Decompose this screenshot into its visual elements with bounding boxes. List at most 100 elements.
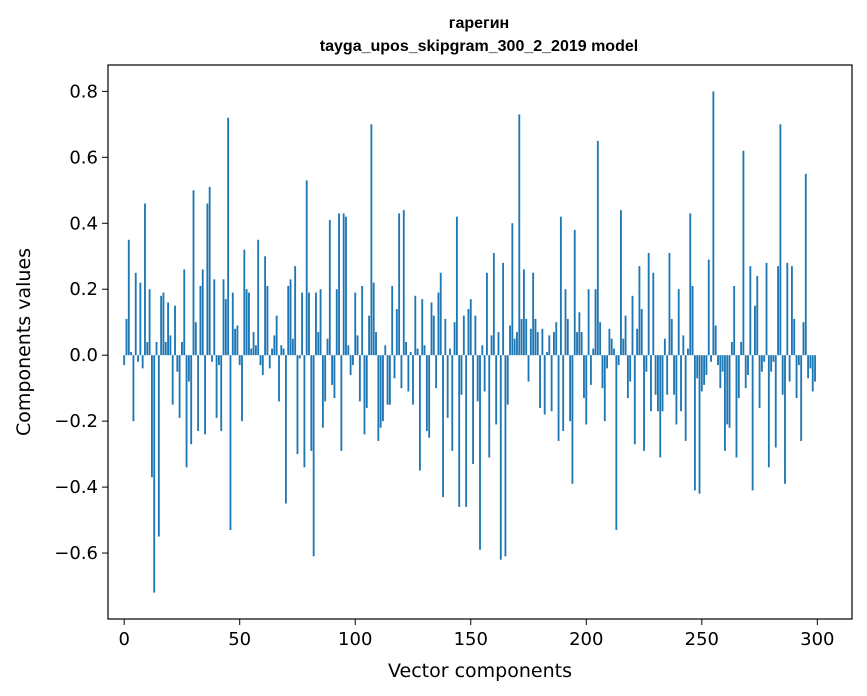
bar [194,322,197,356]
bar [610,338,613,356]
bar [421,299,424,356]
bar [252,332,255,356]
bar [243,249,246,356]
bar [197,355,200,432]
bar [670,318,673,356]
x-tick-label: 50 [228,629,251,650]
bar [691,285,694,356]
x-tick-label: 200 [569,629,603,650]
bar [562,355,565,432]
bar [800,355,803,441]
bar [474,315,477,356]
bar [419,355,421,471]
bar [347,345,350,356]
bar [402,210,405,356]
bar [608,328,611,356]
bar [211,355,213,362]
bar [250,348,253,356]
bar [811,355,814,392]
bar [439,272,442,356]
bar [786,262,789,356]
y-axis-label: Components values [13,248,35,436]
bar [298,355,301,359]
bar [365,355,368,408]
bar [576,332,578,356]
bar [153,355,156,593]
bar [227,117,230,356]
y-tick-label: 0.2 [69,279,98,300]
bar [261,355,264,375]
bar [338,213,340,356]
bar [150,355,153,478]
bar [479,355,481,550]
bar [254,345,257,356]
bar [123,355,126,366]
bar [201,269,204,356]
bar [724,355,726,451]
bar [689,213,692,356]
bar [777,266,779,356]
bar [370,124,373,356]
bar [696,355,699,379]
bar [234,328,237,356]
bar [137,355,139,362]
bar [372,282,375,356]
x-axis-label: Vector components [388,660,572,682]
bar [624,315,627,356]
x-tick-label: 150 [454,629,488,650]
bar [495,355,498,425]
bar [416,348,419,356]
bar [710,355,712,362]
bar [631,295,634,356]
bar [465,355,468,507]
bar [504,355,507,557]
bar [238,355,241,366]
bar [543,355,546,415]
bar [749,266,752,356]
bar [208,187,211,356]
bar [592,348,595,356]
bar [580,332,583,356]
bar [557,355,560,441]
bar [393,355,396,379]
bar [522,269,525,356]
x-axis-ticks: 0 50 100 150 200 250 300 [118,619,835,650]
bar [132,355,135,422]
bar [324,355,327,402]
bar [273,335,276,356]
bar [462,315,465,356]
bar [368,315,371,356]
bar [566,318,569,356]
bar [698,355,701,494]
bar [737,355,740,399]
bar [767,355,770,468]
bar [192,190,195,356]
bar [451,355,454,451]
bar [539,355,541,408]
bar [518,114,521,356]
bar [160,295,163,356]
bar [620,210,622,356]
bar [541,328,544,356]
bar [264,256,267,356]
bar [721,355,724,372]
bar [476,355,479,402]
bar [469,299,472,356]
bar [432,315,435,356]
bar [271,348,273,356]
bar [488,355,491,458]
bar [793,318,796,356]
bar [740,342,743,356]
bar [663,338,666,356]
chart-title: гарегин [449,15,509,32]
bar [548,335,551,356]
bar [301,292,304,356]
bar [294,266,297,356]
bar [155,342,158,356]
bar [446,355,449,418]
bar [384,345,387,356]
bar [296,355,299,455]
bar [146,342,149,356]
plot-frame [107,64,853,620]
bar [435,355,438,389]
